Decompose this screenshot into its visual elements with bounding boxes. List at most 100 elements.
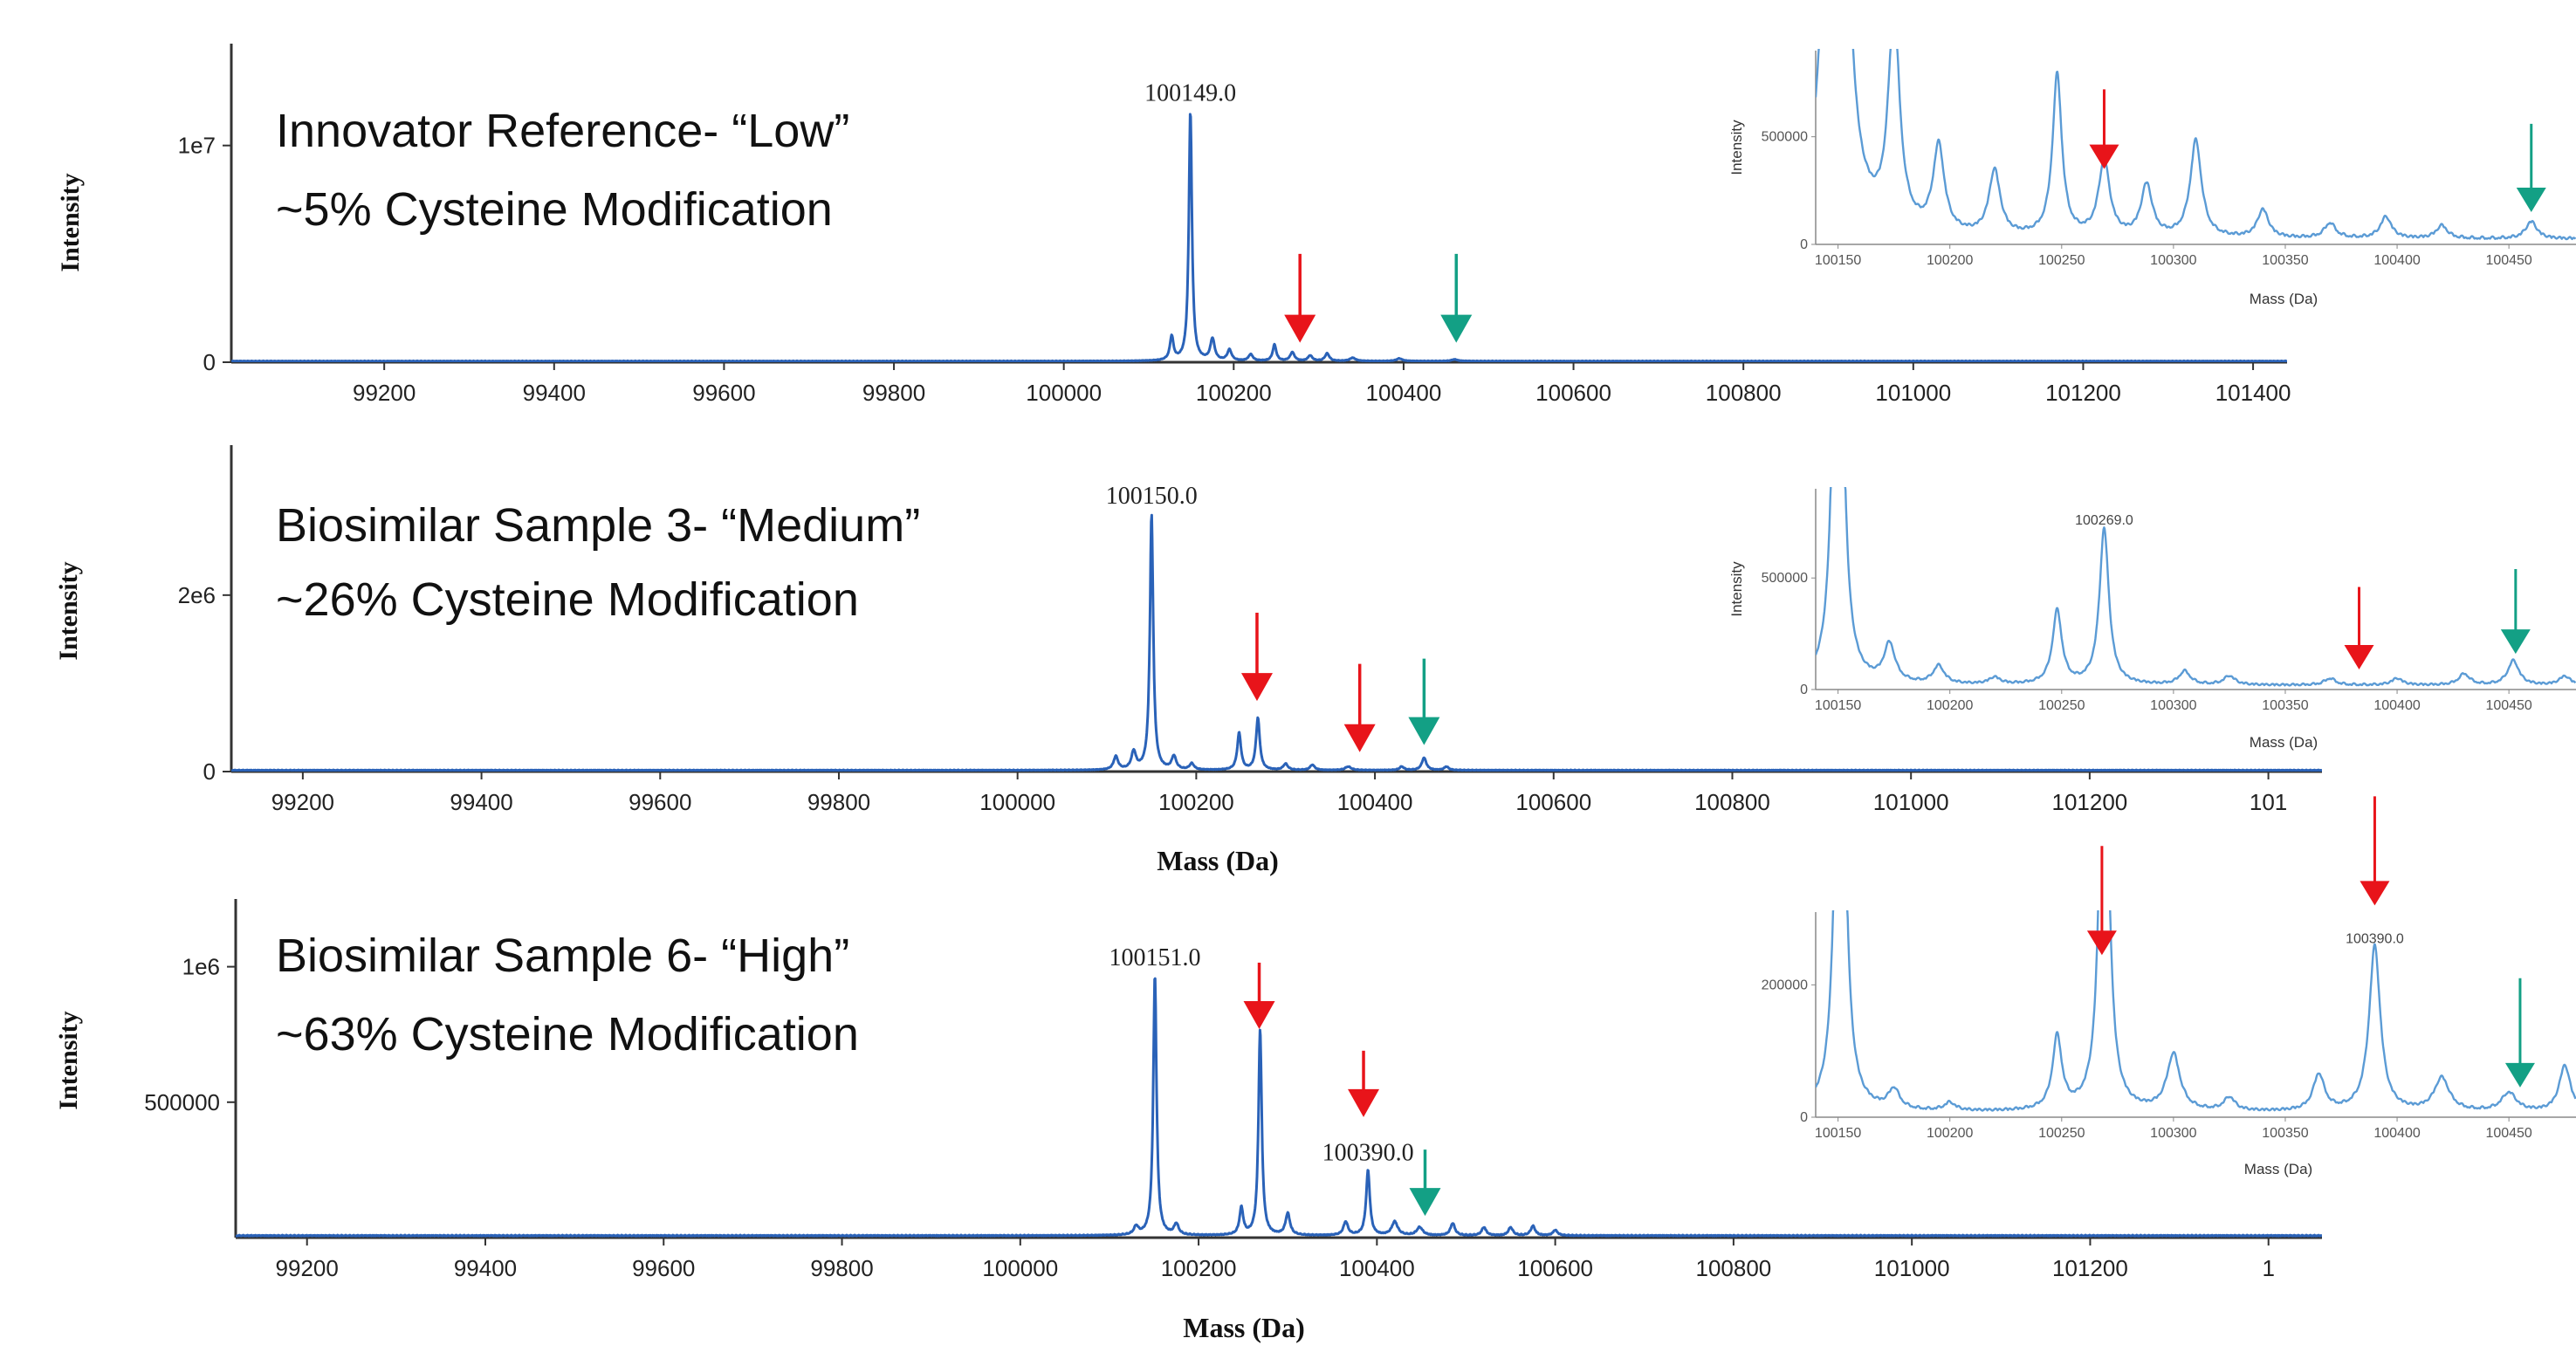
panel-medium-x-tick-label: 99400	[450, 789, 512, 815]
panel-high-arrow-head	[1409, 1188, 1441, 1217]
panel-medium-x-tick-label: 99600	[629, 789, 691, 815]
panel-medium-inset-x-tick-label: 100250	[2038, 698, 2085, 713]
panel-medium-peak-label: 100150.0	[1106, 483, 1198, 510]
panel-medium-x-tick-label: 99800	[807, 789, 870, 815]
panel-low-inset-x-tick-label: 100350	[2262, 253, 2308, 268]
panel-medium-annotation-line-2: ~26% Cysteine Modification	[276, 573, 859, 626]
panel-medium-inset-xlabel: Mass (Da)	[2250, 734, 2318, 751]
panel-high-x-tick-label: 100400	[1339, 1255, 1415, 1281]
panel-medium-inset-x-tick-label: 100350	[2262, 698, 2308, 713]
panel-high-arrow-head	[1243, 1000, 1275, 1029]
panel-high-x-tick-label: 100000	[982, 1255, 1058, 1281]
panel-high-ylabel: Intensity	[54, 1011, 83, 1109]
panel-medium-inset-x-tick-label: 100400	[2373, 698, 2420, 713]
panel-medium-inset-x-tick-label: 100150	[1815, 698, 1861, 713]
panel-low-x-tick-label: 99200	[353, 380, 416, 406]
panel-high-inset-arrow-head	[2504, 1062, 2535, 1088]
panel-low-inset-x-tick-label: 100250	[2038, 253, 2085, 268]
panel-low-inset-y-tick-label: 500000	[1762, 130, 1808, 145]
panel-medium-inset-x-tick-label: 100300	[2150, 698, 2196, 713]
panel-low-x-tick-label: 101000	[1875, 380, 1951, 406]
panel-low-inset-x-tick-label: 100200	[1927, 253, 1973, 268]
panel-high-inset-y-tick-label: 0	[1800, 1110, 1808, 1125]
panel-low-inset-arrow-head	[2089, 144, 2119, 169]
panel-high-inset: 100150 100200 100250 100300 100350 100400 1004…	[1762, 796, 2576, 1152]
spectrum-panel-low: Intensity 99200 99400 99600 99800 100000 1002…	[56, 42, 2576, 406]
panel-high-inset-peak-label: 100390.0	[2346, 931, 2404, 946]
panel-low-plot: 99200 99400 99600 99800 100000 100200 100400 10…	[178, 44, 2291, 406]
panel-high-x-tick-label: 99800	[810, 1255, 873, 1281]
panel-high-inset-x-tick-label: 100200	[1927, 1126, 1973, 1141]
panel-low-inset-x-tick-label: 100400	[2373, 253, 2420, 268]
panel-medium-x-tick-label: 100800	[1694, 789, 1770, 815]
panel-medium-x-tick-label: 100200	[1158, 789, 1234, 815]
panel-low-x-tick-label: 99600	[692, 380, 755, 406]
panel-high-y-tick-label: 500000	[144, 1089, 220, 1115]
panel-low-inset-x-tick-label: 100300	[2150, 253, 2196, 268]
panel-medium-arrow-head	[1240, 673, 1273, 702]
panel-low-inset-y-tick-label: 0	[1800, 237, 1808, 252]
panel-high-inset-y-tick-label: 200000	[1762, 978, 1808, 992]
panel-low-inset-arrow-head	[2516, 188, 2546, 212]
panel-high-peak-label: 100151.0	[1109, 944, 1201, 971]
panel-low-x-tick-label: 100800	[1706, 380, 1782, 406]
panel-high-inset-arrow-head	[2360, 881, 2390, 906]
panel-medium-arrow-head	[1343, 724, 1376, 752]
panel-high-x-tick-label: 99600	[632, 1255, 695, 1281]
panel-medium-inset-background	[1807, 480, 2576, 724]
panel-medium-inset-x-tick-label: 100450	[2485, 698, 2531, 713]
panel-high-spectrum-series	[236, 977, 2322, 1238]
panel-low-spectrum-series	[231, 113, 2287, 362]
panel-medium-arrow-head	[1408, 717, 1440, 745]
panel-medium-inset: 100150 100200 100250 100300 100350 100400 1004…	[1762, 480, 2576, 724]
panel-medium-inset-arrow-head	[2500, 629, 2531, 655]
panel-high-inset-spectrum-series	[1816, 910, 2576, 1112]
panel-medium-x-tick-label: 101000	[1873, 789, 1949, 815]
panel-medium-inset-arrow-head	[2344, 645, 2374, 669]
panel-medium-x-tick-label: 101200	[2052, 789, 2128, 815]
spectrum-panel-high: Intensity 99200 99400 99600 99800 100000 1002…	[54, 796, 2576, 1343]
panel-medium-x-tick-label: 101	[2250, 789, 2287, 815]
panel-medium-x-tick-label: 100000	[979, 789, 1055, 815]
panel-medium-y-tick-label: 0	[203, 758, 216, 785]
panel-low-inset-spectrum-series	[1816, 49, 2576, 241]
panel-high-x-tick-label: 100800	[1696, 1255, 1772, 1281]
panel-low-y-tick-label: 1e7	[178, 133, 216, 159]
panel-high-inset-x-tick-label: 100300	[2150, 1126, 2196, 1141]
panel-high-x-tick-label: 101200	[2052, 1255, 2128, 1281]
panel-medium-y-tick-label: 2e6	[178, 582, 216, 608]
panel-low-arrow-head	[1284, 314, 1316, 343]
panel-low-inset-x-tick-label: 100150	[1815, 253, 1861, 268]
panel-medium-xlabel: Mass (Da)	[1157, 845, 1279, 876]
panel-high-x-tick-label: 100200	[1161, 1255, 1237, 1281]
panel-low-inset-xlabel: Mass (Da)	[2250, 291, 2318, 307]
panel-high-x-tick-label: 100600	[1517, 1255, 1593, 1281]
panel-low-arrow-head	[1440, 314, 1473, 343]
panel-low-x-tick-label: 100000	[1026, 380, 1102, 406]
panel-high-x-tick-label: 99400	[454, 1255, 517, 1281]
spectrum-panel-medium: Intensity 99200 99400 99600 99800 100000 1002…	[54, 445, 2576, 876]
panel-high-x-tick-label: 101000	[1874, 1255, 1950, 1281]
panel-low-x-tick-label: 100600	[1535, 380, 1611, 406]
panel-medium-inset-spectrum-series	[1816, 487, 2576, 687]
panel-medium-spectrum-series	[231, 513, 2322, 772]
panel-medium-x-tick-label: 99200	[271, 789, 334, 815]
panel-high-plot: 99200 99400 99600 99800 100000 100200 100400 10…	[144, 899, 2322, 1281]
panel-medium-inset-y-tick-label: 0	[1800, 683, 1808, 697]
panel-medium-inset-peak-label: 100269.0	[2075, 513, 2133, 528]
panel-low-x-tick-label: 100200	[1196, 380, 1272, 406]
panel-high-inset-x-tick-label: 100400	[2373, 1126, 2420, 1141]
panel-medium-x-tick-label: 100400	[1337, 789, 1413, 815]
panel-high-x-tick-label: 1	[2262, 1255, 2274, 1281]
panel-low-x-tick-label: 99800	[862, 380, 925, 406]
panel-high-inset-xlabel: Mass (Da)	[2244, 1161, 2312, 1177]
panel-low-x-tick-label: 101400	[2215, 380, 2291, 406]
panel-high-xlabel: Mass (Da)	[1183, 1312, 1305, 1343]
panel-high-inset-x-tick-label: 100150	[1815, 1126, 1861, 1141]
panel-high-annotation-line-1: Biosimilar Sample 6- “High”	[276, 930, 849, 982]
panel-high-inset-arrow-head	[2086, 930, 2117, 956]
panel-medium-x-tick-label: 100600	[1515, 789, 1591, 815]
panel-low-peak-label: 100149.0	[1144, 79, 1236, 106]
panel-high-y-tick-label: 1e6	[182, 954, 220, 980]
